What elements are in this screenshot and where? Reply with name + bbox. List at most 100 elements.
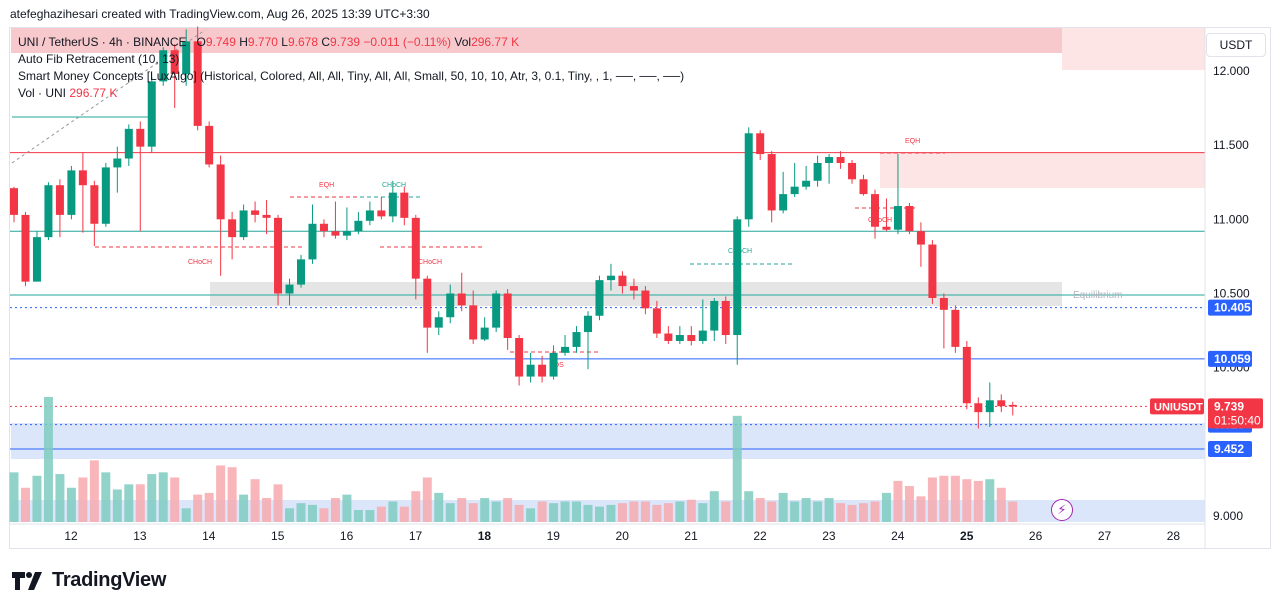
candle-body[interactable] bbox=[549, 352, 558, 377]
candle-body[interactable] bbox=[733, 219, 742, 336]
candle-body[interactable] bbox=[779, 194, 788, 211]
candle-body[interactable] bbox=[411, 217, 420, 279]
candle-body[interactable] bbox=[515, 338, 524, 377]
candle-body[interactable] bbox=[480, 327, 489, 340]
candle-body[interactable] bbox=[319, 223, 328, 232]
candle-body[interactable] bbox=[55, 185, 64, 215]
candle-body[interactable] bbox=[825, 157, 834, 163]
candle-body[interactable] bbox=[251, 210, 260, 215]
candle-body[interactable] bbox=[756, 133, 765, 155]
candle-body[interactable] bbox=[962, 346, 971, 404]
candle-body[interactable] bbox=[503, 293, 512, 339]
candle-body[interactable] bbox=[67, 170, 76, 215]
candle-body[interactable] bbox=[147, 81, 156, 147]
candle-body[interactable] bbox=[664, 333, 673, 341]
candle-body[interactable] bbox=[32, 237, 41, 282]
candle-body[interactable] bbox=[400, 192, 409, 218]
candle-body[interactable] bbox=[90, 185, 99, 224]
candle-body[interactable] bbox=[262, 214, 271, 218]
symbol-label[interactable]: UNI / TetherUS · 4h · BINANCE bbox=[18, 35, 187, 49]
candle-body[interactable] bbox=[905, 205, 914, 232]
candle-body[interactable] bbox=[584, 315, 592, 333]
candle-body[interactable] bbox=[561, 346, 570, 353]
candle-body[interactable] bbox=[974, 403, 983, 413]
candle-body[interactable] bbox=[721, 300, 730, 336]
candle-body[interactable] bbox=[308, 223, 317, 260]
candle-body[interactable] bbox=[836, 157, 845, 163]
candle-body[interactable] bbox=[182, 41, 191, 74]
candle-body[interactable] bbox=[216, 164, 225, 220]
tradingview-logo[interactable]: TradingView bbox=[12, 569, 166, 592]
candle-body[interactable] bbox=[21, 214, 30, 282]
candle-body[interactable] bbox=[377, 210, 386, 217]
candle-body[interactable] bbox=[492, 293, 501, 328]
candle-body[interactable] bbox=[618, 275, 627, 287]
candle-body[interactable] bbox=[951, 309, 960, 347]
candle-body[interactable] bbox=[159, 50, 168, 82]
candle-body[interactable] bbox=[652, 308, 661, 334]
candle-body[interactable] bbox=[285, 284, 294, 294]
candle-body[interactable] bbox=[228, 219, 237, 238]
candle-body[interactable] bbox=[434, 317, 443, 328]
legend-volume-row[interactable]: Vol · UNI 296.77 K bbox=[18, 85, 684, 102]
flash-icon[interactable]: ⚡ bbox=[1051, 499, 1073, 521]
candle-body[interactable] bbox=[813, 162, 822, 181]
candle-body[interactable] bbox=[767, 154, 776, 211]
candle-body[interactable] bbox=[572, 332, 581, 347]
candle-body[interactable] bbox=[297, 259, 305, 285]
candle-body[interactable] bbox=[790, 186, 799, 195]
candle-body[interactable] bbox=[124, 128, 133, 159]
candle-body[interactable] bbox=[985, 400, 994, 413]
candle-body[interactable] bbox=[446, 293, 455, 318]
candle-body[interactable] bbox=[331, 231, 340, 236]
candle-body[interactable] bbox=[44, 185, 53, 238]
candle-body[interactable] bbox=[629, 286, 638, 291]
candle-body[interactable] bbox=[916, 231, 925, 245]
candle-body[interactable] bbox=[710, 300, 719, 331]
candle-body[interactable] bbox=[641, 290, 650, 309]
candle-body[interactable] bbox=[274, 217, 283, 294]
candle-body[interactable] bbox=[595, 280, 604, 316]
legend-smc-row[interactable]: Smart Money Concepts [LuxAlgo] (Historic… bbox=[18, 69, 685, 83]
legend-fib-row[interactable]: Auto Fib Retracement (10, 13) bbox=[18, 52, 180, 66]
candle-body[interactable] bbox=[698, 330, 707, 341]
candle-body[interactable] bbox=[526, 364, 535, 377]
candle-body[interactable] bbox=[606, 275, 615, 281]
candle-body[interactable] bbox=[538, 364, 547, 377]
candle-body[interactable] bbox=[1008, 404, 1017, 407]
candle-body[interactable] bbox=[928, 244, 937, 298]
candle-body[interactable] bbox=[101, 167, 110, 224]
candle-body[interactable] bbox=[193, 41, 202, 126]
candle-body[interactable] bbox=[675, 335, 684, 341]
candle-body[interactable] bbox=[239, 210, 248, 238]
candle-body[interactable] bbox=[457, 293, 466, 306]
volume-bar bbox=[158, 472, 168, 522]
candle-body[interactable] bbox=[354, 220, 363, 232]
candle-body[interactable] bbox=[170, 50, 179, 74]
currency-button[interactable]: USDT bbox=[1206, 33, 1266, 57]
candle-body[interactable] bbox=[882, 226, 891, 230]
candle-body[interactable] bbox=[78, 170, 87, 186]
candle-body[interactable] bbox=[802, 180, 811, 187]
chart-legend: UNI / TetherUS · 4h · BINANCE O9.749 H9.… bbox=[18, 34, 684, 102]
candle-body[interactable] bbox=[10, 188, 18, 215]
candle-body[interactable] bbox=[388, 192, 397, 217]
volume-bar bbox=[790, 501, 800, 522]
candle-body[interactable] bbox=[848, 162, 857, 180]
candle-body[interactable] bbox=[939, 297, 948, 310]
candle-body[interactable] bbox=[205, 125, 214, 165]
candle-body[interactable] bbox=[893, 205, 902, 230]
candle-body[interactable] bbox=[997, 400, 1006, 407]
candle-body[interactable] bbox=[744, 133, 753, 220]
candle-body[interactable] bbox=[113, 158, 122, 168]
candle-body[interactable] bbox=[687, 335, 696, 341]
candle-body[interactable] bbox=[342, 231, 351, 236]
candle-body[interactable] bbox=[136, 128, 145, 147]
candle-body[interactable] bbox=[871, 194, 879, 227]
candle-body[interactable] bbox=[423, 278, 432, 328]
candle-body[interactable] bbox=[469, 305, 478, 340]
volume-bar bbox=[847, 504, 857, 522]
candle-body[interactable] bbox=[365, 210, 374, 221]
candle-body[interactable] bbox=[859, 179, 868, 195]
